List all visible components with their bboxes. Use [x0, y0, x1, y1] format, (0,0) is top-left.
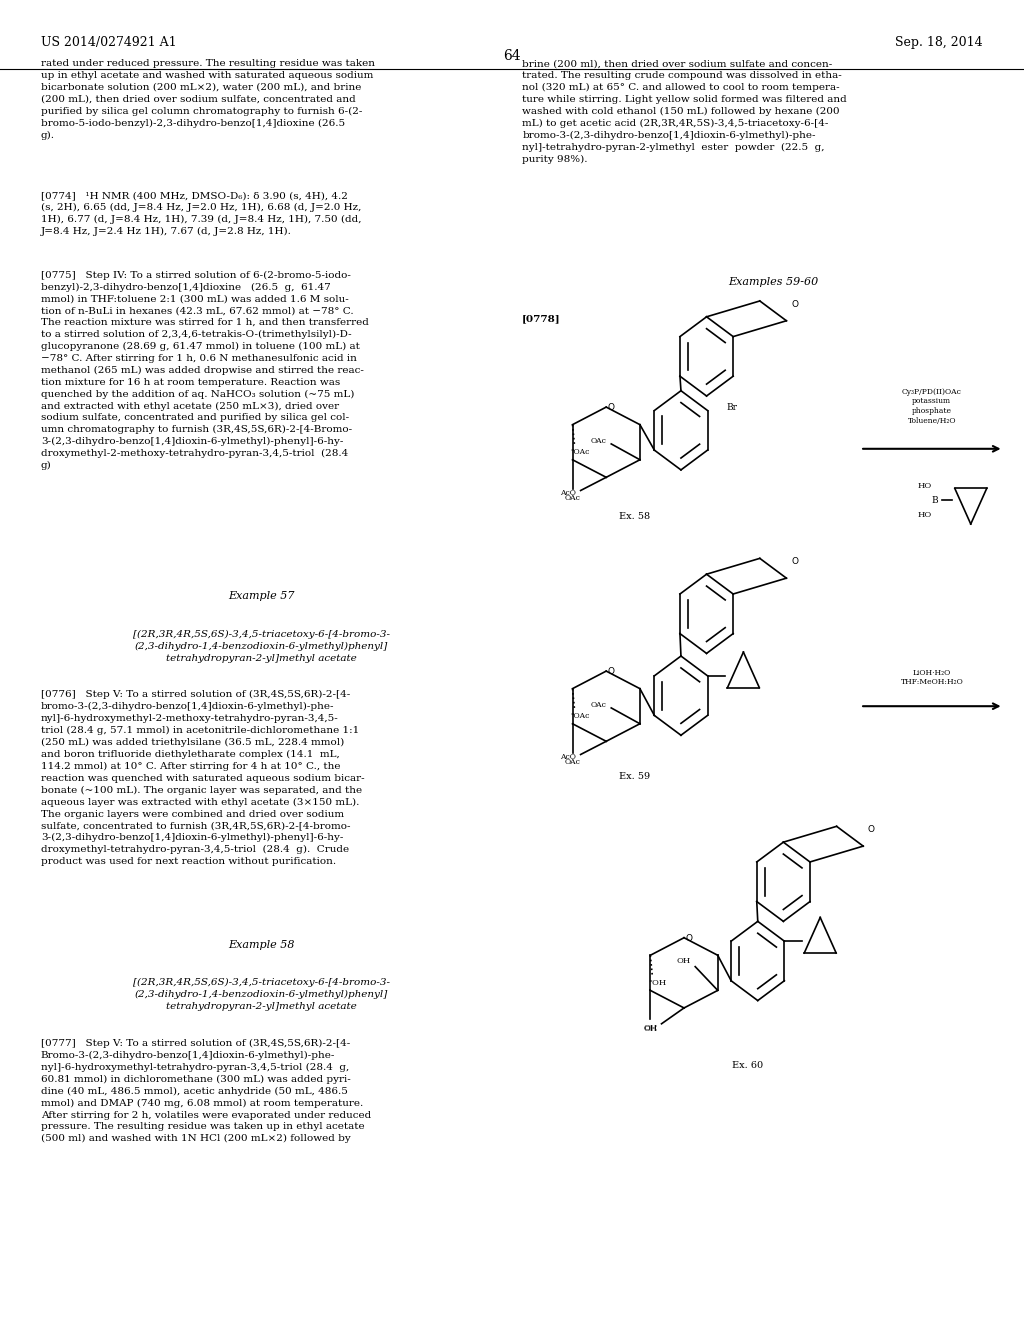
Text: OAc: OAc — [590, 437, 606, 445]
Text: "OH: "OH — [648, 979, 667, 987]
Text: [0777]   Step V: To a stirred solution of (3R,4S,5S,6R)-2-[4-
Bromo-3-(2,3-dihyd: [0777] Step V: To a stirred solution of … — [41, 1039, 372, 1143]
Text: OAc: OAc — [564, 758, 581, 766]
Text: O: O — [792, 557, 798, 566]
Text: Br: Br — [726, 404, 737, 412]
Text: B: B — [932, 496, 938, 504]
Text: brine (200 ml), then dried over sodium sulfate and concen-
trated. The resulting: brine (200 ml), then dried over sodium s… — [522, 59, 847, 164]
Text: OH: OH — [643, 1024, 657, 1032]
Text: US 2014/0274921 A1: US 2014/0274921 A1 — [41, 36, 176, 49]
Text: "OAc: "OAc — [570, 713, 590, 721]
Text: [0778]: [0778] — [522, 314, 561, 323]
Text: OAc: OAc — [590, 701, 606, 709]
Text: [(2R,3R,4R,5S,6S)-3,4,5-triacetoxy-6-[4-bromo-3-
(2,3-dihydro-1,4-benzodioxin-6-: [(2R,3R,4R,5S,6S)-3,4,5-triacetoxy-6-[4-… — [133, 978, 389, 1011]
Text: [0774]   ¹H NMR (400 MHz, DMSO-D₆): δ 3.90 (s, 4H), 4.2
(s, 2H), 6.65 (dd, J=8.4: [0774] ¹H NMR (400 MHz, DMSO-D₆): δ 3.90… — [41, 191, 361, 236]
Text: HO: HO — [918, 482, 932, 490]
Text: O: O — [608, 404, 614, 412]
Text: "OAc: "OAc — [570, 449, 590, 457]
Text: Examples 59-60: Examples 59-60 — [728, 277, 818, 288]
Text: O: O — [608, 668, 614, 676]
Text: [0775]   Step IV: To a stirred solution of 6-(2-bromo-5-iodo-
benzyl)-2,3-dihydr: [0775] Step IV: To a stirred solution of… — [41, 271, 369, 470]
Text: Cy₃P/PD(II)OAc
potassium
phosphate
Toluene/H₂O: Cy₃P/PD(II)OAc potassium phosphate Tolue… — [902, 388, 962, 425]
Text: HO: HO — [918, 511, 932, 519]
Text: O: O — [792, 300, 798, 309]
Text: 64: 64 — [503, 49, 521, 63]
Text: O: O — [686, 935, 692, 942]
Text: LiOH·H₂O
THF:MeOH:H₂O: LiOH·H₂O THF:MeOH:H₂O — [900, 669, 964, 686]
Text: Ex. 60: Ex. 60 — [732, 1061, 763, 1071]
Text: Example 57: Example 57 — [228, 591, 294, 602]
Text: Example 58: Example 58 — [228, 940, 294, 950]
Text: OH: OH — [643, 1024, 657, 1032]
Text: Ex. 59: Ex. 59 — [620, 772, 650, 781]
Text: OH: OH — [677, 957, 691, 965]
Text: OAc: OAc — [564, 494, 581, 502]
Text: [(2R,3R,4R,5S,6S)-3,4,5-triacetoxy-6-[4-bromo-3-
(2,3-dihydro-1,4-benzodioxin-6-: [(2R,3R,4R,5S,6S)-3,4,5-triacetoxy-6-[4-… — [133, 630, 389, 663]
Text: AcO: AcO — [559, 490, 575, 498]
Text: O: O — [868, 825, 874, 834]
Text: Sep. 18, 2014: Sep. 18, 2014 — [895, 36, 983, 49]
Text: rated under reduced pressure. The resulting residue was taken
up in ethyl acetat: rated under reduced pressure. The result… — [41, 59, 375, 140]
Text: AcO: AcO — [559, 754, 575, 762]
Text: Ex. 58: Ex. 58 — [620, 512, 650, 521]
Text: [0776]   Step V: To a stirred solution of (3R,4S,5S,6R)-2-[4-
bromo-3-(2,3-dihyd: [0776] Step V: To a stirred solution of … — [41, 690, 365, 866]
